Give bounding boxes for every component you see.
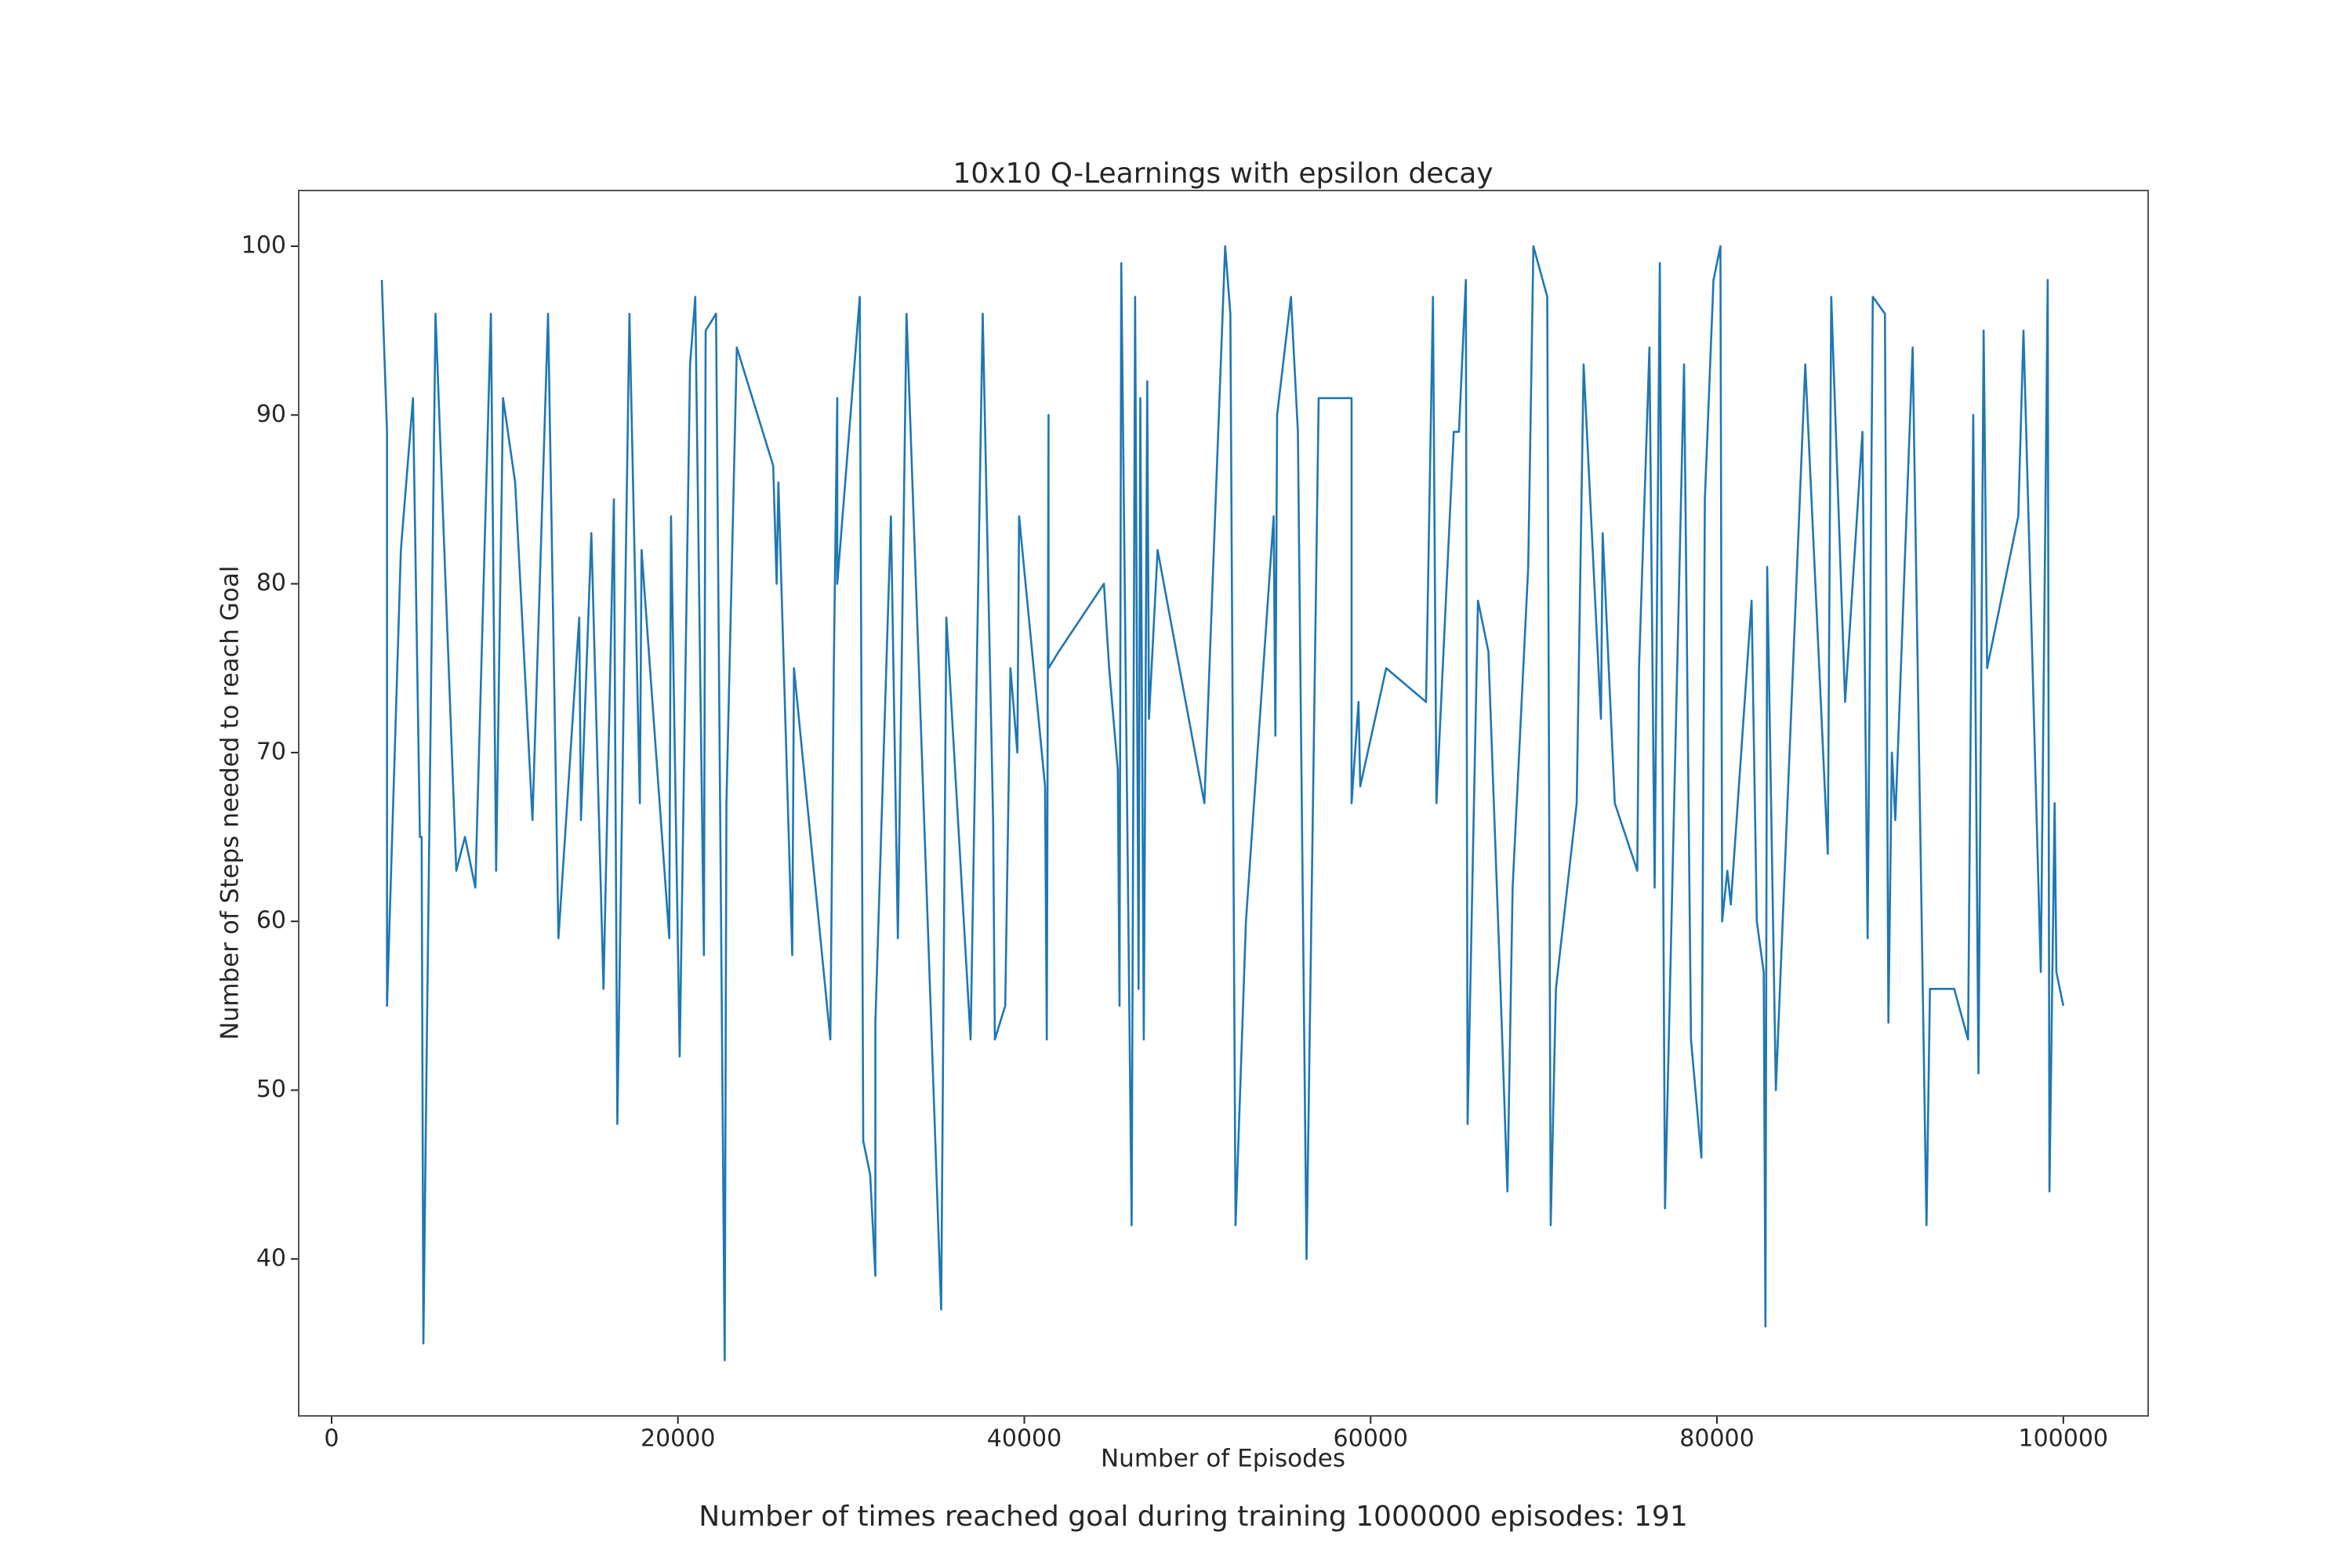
y-tick-label: 70 — [256, 738, 286, 765]
x-tick-label: 100000 — [2019, 1425, 2109, 1453]
x-tick-label: 40000 — [987, 1425, 1062, 1453]
y-axis-label: Number of Steps needed to reach Goal — [216, 565, 245, 1040]
annotation: Number of times reached goal during trai… — [699, 1501, 1687, 1533]
x-tick-label: 80000 — [1679, 1425, 1754, 1453]
y-tick-label: 80 — [256, 569, 286, 597]
x-axis-label: Number of Episodes — [1101, 1445, 1345, 1473]
y-tick-label: 50 — [256, 1076, 286, 1103]
y-tick-label: 60 — [256, 907, 286, 935]
x-tick-label: 60000 — [1334, 1425, 1408, 1453]
x-tick-label: 20000 — [641, 1425, 715, 1453]
data-line — [380, 245, 2065, 1362]
plot-frame — [298, 190, 2149, 1417]
y-tick-label: 40 — [256, 1244, 286, 1272]
chart-title: 10x10 Q-Learnings with epsilon decay — [953, 158, 1493, 190]
y-tick-label: 100 — [241, 232, 286, 260]
x-tick-label: 0 — [324, 1425, 339, 1453]
y-tick-label: 90 — [256, 401, 286, 428]
